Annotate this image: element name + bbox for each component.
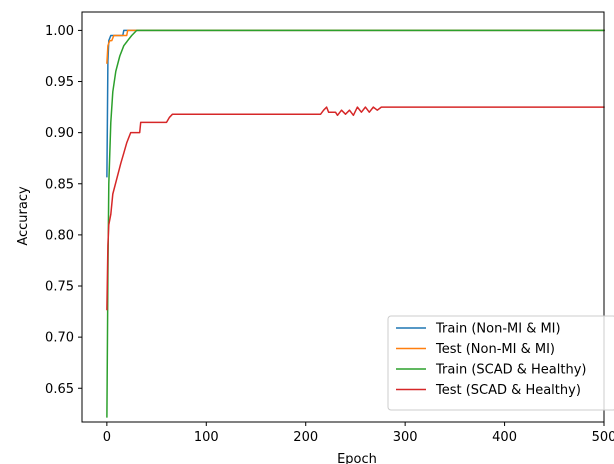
x-tick-label: 400 [492,430,517,445]
y-tick-label: 0.90 [45,126,74,141]
series-line-2 [106,29,605,418]
y-tick-label: 0.65 [45,382,74,397]
y-axis-title: Accuracy [16,186,31,246]
x-tick-label: 300 [393,430,418,445]
legend-label: Train (Non-MI & MI) [435,322,561,337]
plot-frame [81,11,605,423]
legend: Train (Non-MI & MI) Test (Non-MI & MI) Tra… [387,315,614,411]
legend-label: Test (SCAD & Healthy) [435,383,581,398]
y-tick-label: 1.00 [45,24,74,39]
y-tick-label: 0.70 [45,331,74,346]
x-tick-label: 500 [592,430,614,445]
x-tick-label: 0 [103,430,111,445]
x-axis: 0 100 200 300 400 500 [103,422,614,445]
y-axis: 0.65 0.70 0.75 0.80 0.85 0.90 0.95 1.00 [45,24,82,397]
x-tick-label: 100 [194,430,219,445]
y-tick-label: 0.95 [45,75,74,90]
legend-frame [387,315,614,411]
plot-lines [106,29,605,418]
y-tick-label: 0.85 [45,177,74,192]
series-line-1 [106,29,605,64]
x-tick-label: 200 [293,430,318,445]
y-tick-label: 0.80 [45,228,74,243]
x-axis-title: Epoch [337,452,377,464]
legend-label: Train (SCAD & Healthy) [435,363,586,378]
y-tick-label: 0.75 [45,280,74,295]
legend-label: Test (Non-MI & MI) [435,342,555,357]
series-line-0 [106,29,605,178]
series-line-3 [106,106,605,311]
